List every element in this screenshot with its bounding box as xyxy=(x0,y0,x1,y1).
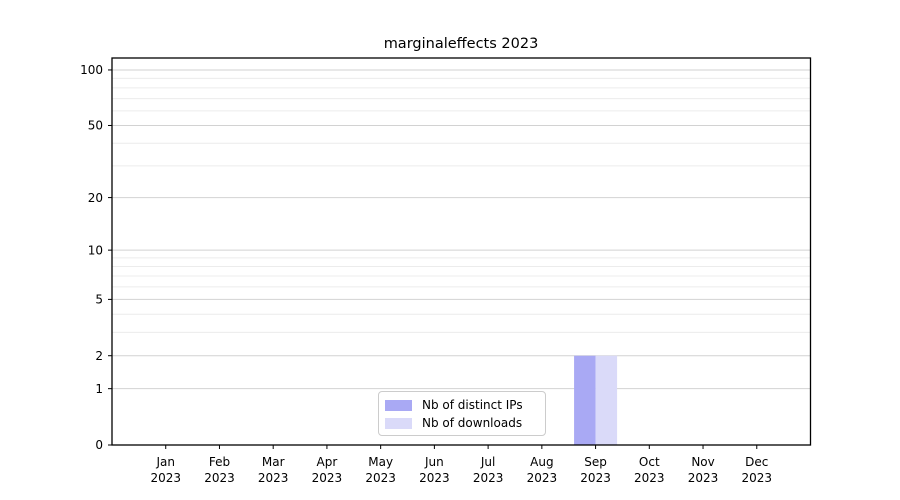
bar-distinct-ips xyxy=(574,355,596,445)
x-tick-label-year: 2023 xyxy=(419,471,450,485)
chart-title: marginaleffects 2023 xyxy=(383,36,539,52)
y-tick-label: 100 xyxy=(80,63,103,77)
y-tick-label: 10 xyxy=(88,243,103,257)
x-tick-label-year: 2023 xyxy=(258,471,289,485)
y-tick-label: 50 xyxy=(88,119,103,133)
bar-downloads xyxy=(595,355,618,445)
legend-entry-downloads: Nb of downloads xyxy=(385,415,537,431)
x-tick-label-month: Apr xyxy=(317,455,338,469)
legend: Nb of distinct IPs Nb of downloads xyxy=(378,391,546,436)
x-tick-label-month: Feb xyxy=(209,455,230,469)
x-tick-label-month: Jun xyxy=(424,455,444,469)
y-tick-label: 20 xyxy=(88,191,103,205)
x-tick-label-month: May xyxy=(368,455,393,469)
legend-swatch-distinct-ips xyxy=(385,399,412,411)
y-tick-label: 1 xyxy=(95,382,103,396)
axes-spines xyxy=(111,57,812,446)
x-tick-label-month: Mar xyxy=(262,455,285,469)
x-tick-label-year: 2023 xyxy=(204,471,235,485)
legend-swatch-downloads xyxy=(385,417,412,429)
legend-label-downloads: Nb of downloads xyxy=(422,416,523,430)
x-tick-label-year: 2023 xyxy=(580,471,611,485)
x-tick-label-year: 2023 xyxy=(634,471,665,485)
x-tick-label-month: Sep xyxy=(584,455,607,469)
legend-entry-distinct-ips: Nb of distinct IPs xyxy=(385,397,537,413)
x-tick-label-month: Dec xyxy=(745,455,768,469)
x-tick-label-month: Oct xyxy=(639,455,660,469)
y-tick-label: 0 xyxy=(95,438,103,452)
x-tick-label-year: 2023 xyxy=(527,471,558,485)
legend-label-distinct-ips: Nb of distinct IPs xyxy=(422,398,523,412)
x-tick-label-month: Nov xyxy=(691,455,714,469)
x-tick-label-year: 2023 xyxy=(365,471,396,485)
x-tick-label-year: 2023 xyxy=(473,471,504,485)
x-tick-label-month: Aug xyxy=(530,455,553,469)
x-tick-label-year: 2023 xyxy=(688,471,719,485)
y-tick-label: 2 xyxy=(95,349,103,363)
x-tick-label-year: 2023 xyxy=(150,471,181,485)
x-tick-label-month: Jul xyxy=(480,455,495,469)
x-tick-label-month: Jan xyxy=(155,455,175,469)
x-tick-label-year: 2023 xyxy=(312,471,343,485)
x-tick-label-year: 2023 xyxy=(741,471,772,485)
y-tick-label: 5 xyxy=(95,293,103,307)
